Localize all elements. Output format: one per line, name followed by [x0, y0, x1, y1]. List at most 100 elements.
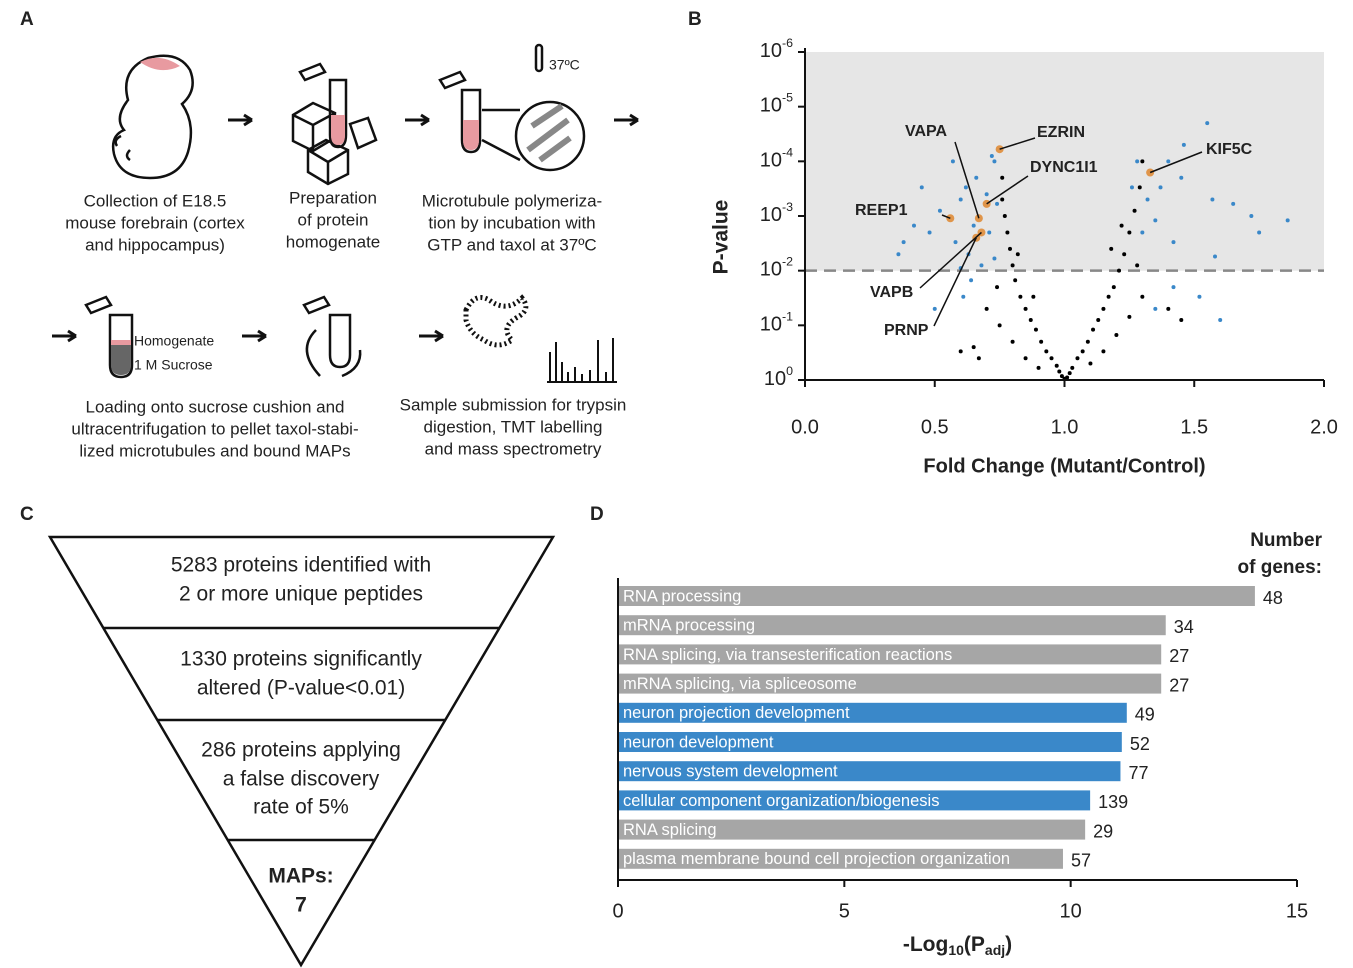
point — [992, 256, 997, 261]
bar-label: cellular component organization/biogenes… — [623, 792, 939, 810]
funnel-text: rate of 5% — [253, 796, 349, 819]
point — [1249, 214, 1254, 218]
x-axis-label: Fold Change (Mutant/Control) — [923, 455, 1205, 477]
significance-region — [805, 52, 1324, 271]
panel-c: 5283 proteins identified with 2 or more u… — [47, 535, 556, 968]
point — [1153, 306, 1158, 311]
point — [1036, 365, 1041, 370]
point — [1114, 332, 1119, 337]
point — [901, 240, 906, 245]
point — [992, 159, 997, 164]
bar-label: mRNA splicing, via spliceosome — [623, 675, 857, 693]
x-axis-label-part: (P — [964, 933, 985, 956]
point — [995, 285, 1000, 290]
point — [1166, 306, 1171, 311]
point — [1023, 306, 1028, 311]
panel-d: RNA processing 48 mRNA processing 34 RNA spl… — [612, 530, 1322, 958]
step-caption: lized microtubules and bound MAPs — [79, 441, 350, 460]
point — [1067, 371, 1072, 376]
temperature: 37ºC — [549, 57, 580, 73]
point — [1000, 175, 1005, 180]
point — [911, 223, 916, 228]
point — [1181, 142, 1186, 147]
gene-count: 34 — [1174, 617, 1194, 637]
point — [1140, 230, 1145, 235]
bar — [618, 848, 1063, 869]
bar-label: mRNA processing — [623, 617, 755, 635]
point — [932, 306, 937, 311]
point — [1057, 369, 1062, 374]
bar — [618, 673, 1162, 694]
annotation: EZRIN — [1037, 124, 1085, 141]
step-caption: digestion, TMT labelling — [424, 417, 603, 436]
point — [989, 154, 994, 159]
point — [984, 192, 989, 197]
x-tick-label: 0.5 — [921, 416, 949, 438]
step-caption: and mass spectrometry — [425, 439, 602, 458]
funnel-text: 286 proteins applying — [201, 739, 401, 762]
point — [1153, 218, 1158, 223]
bar — [618, 819, 1086, 840]
counts-title: of genes: — [1238, 557, 1322, 578]
x-axis-label-part: -Log — [903, 933, 948, 956]
step-caption: Loading onto sucrose cushion and — [86, 397, 345, 416]
point — [1091, 327, 1096, 332]
step-caption: and hippocampus) — [85, 235, 225, 254]
step-caption: Sample submission for trypsin — [400, 395, 627, 414]
point — [1119, 223, 1124, 228]
point — [1140, 294, 1145, 299]
tube-label: Homogenate — [134, 333, 214, 349]
gene-count: 48 — [1263, 588, 1283, 608]
annotation-leader — [941, 214, 951, 219]
point — [950, 159, 955, 164]
x-tick-label: 0.0 — [791, 416, 819, 438]
annotation: VAPB — [870, 284, 913, 301]
point — [997, 323, 1002, 328]
point — [1129, 185, 1134, 190]
bar — [618, 702, 1127, 723]
bar — [618, 586, 1255, 606]
point — [1101, 306, 1106, 311]
point — [1109, 246, 1114, 251]
point — [1008, 246, 1013, 251]
point — [1132, 208, 1137, 213]
step-caption: Preparation — [289, 188, 377, 207]
point — [1028, 318, 1033, 323]
point — [1010, 263, 1015, 268]
point — [969, 278, 974, 283]
bar-label: neuron development — [623, 733, 774, 751]
gene-count: 27 — [1169, 675, 1189, 695]
annotation-leader — [933, 237, 977, 327]
point — [1145, 197, 1150, 202]
funnel — [47, 535, 556, 968]
point — [1101, 349, 1106, 354]
funnel-text: 2 or more unique peptides — [179, 583, 423, 606]
annotation: KIF5C — [1206, 141, 1253, 158]
gene-count: 57 — [1071, 851, 1091, 871]
panel-letter: A — [20, 9, 34, 30]
x-tick-label: 5 — [839, 900, 850, 922]
point — [995, 201, 1000, 206]
panel-letter: C — [20, 504, 34, 525]
point — [1213, 254, 1218, 259]
point — [979, 263, 984, 268]
point — [1088, 361, 1093, 366]
point — [1005, 230, 1010, 235]
point — [896, 252, 901, 257]
x-axis-label: -Log10(Padj) — [903, 933, 1012, 958]
x-tick-label: 10 — [1060, 900, 1082, 922]
panel-a: 37ºC Collection of E18.5 mouse forebrain (… — [65, 57, 626, 461]
point — [1039, 339, 1044, 344]
point — [1197, 294, 1202, 299]
funnel-text: 7 — [295, 894, 307, 917]
x-tick-label: 15 — [1286, 900, 1308, 922]
point — [958, 197, 963, 202]
point — [1085, 339, 1090, 344]
point — [1010, 339, 1015, 344]
bar-label: RNA splicing — [623, 821, 717, 839]
gene-count: 139 — [1098, 792, 1128, 812]
panel-letter: B — [688, 9, 702, 30]
point — [927, 230, 932, 235]
annotation: REEP1 — [855, 202, 908, 219]
